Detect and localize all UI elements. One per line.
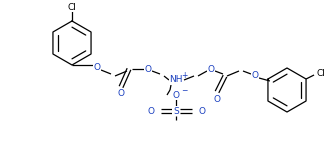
- Text: S: S: [173, 106, 179, 115]
- Text: O: O: [214, 95, 221, 104]
- Text: O: O: [147, 106, 155, 115]
- Text: O: O: [145, 64, 152, 73]
- Text: Cl: Cl: [68, 2, 76, 11]
- Text: O: O: [94, 64, 100, 73]
- Text: O: O: [172, 91, 179, 100]
- Text: NH: NH: [169, 75, 183, 84]
- Text: O: O: [207, 64, 214, 73]
- Text: Cl: Cl: [317, 69, 324, 78]
- Text: O: O: [199, 106, 205, 115]
- Text: O: O: [251, 71, 259, 80]
- Text: −: −: [181, 86, 187, 95]
- Text: O: O: [118, 89, 124, 98]
- Text: +: +: [181, 71, 187, 80]
